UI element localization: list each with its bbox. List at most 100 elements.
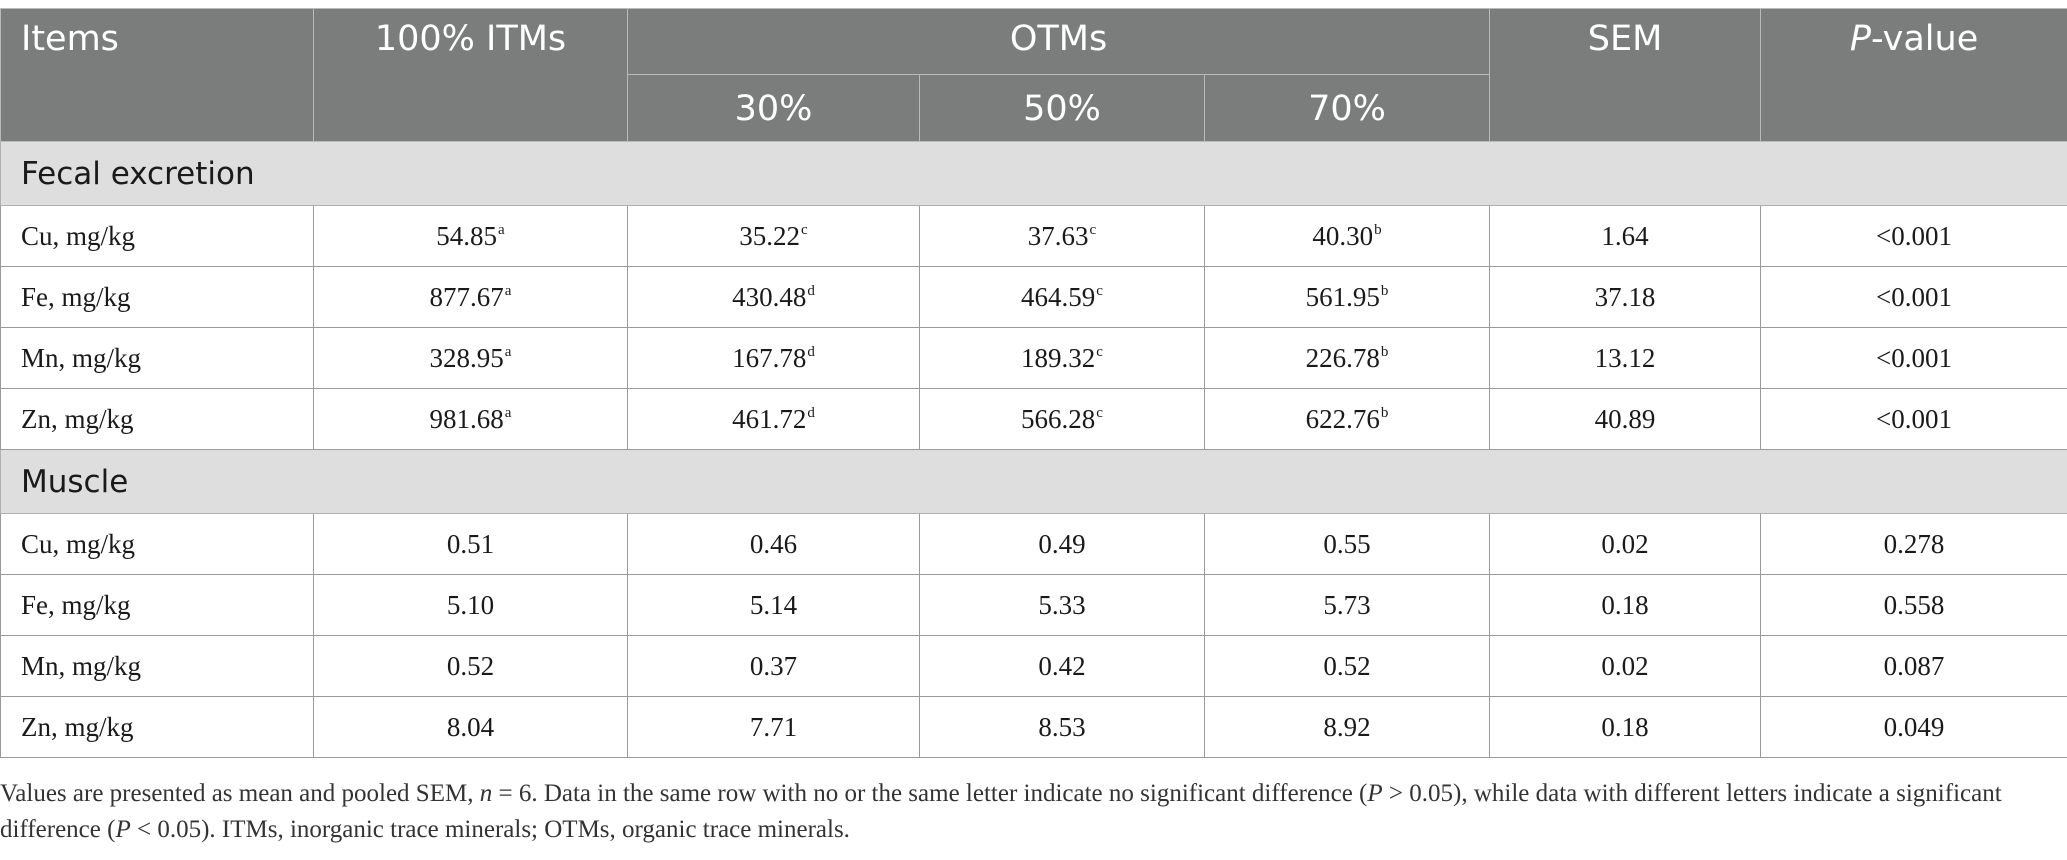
table-row: Fe, mg/kg 877.67a 430.48d 464.59c 561.95b 37.…	[0, 266, 2067, 328]
cell-superscript: a	[504, 404, 512, 421]
cell-value: 461.72	[732, 403, 807, 434]
p-value-cell: 0.558	[1760, 574, 2067, 636]
row-label: Zn, mg/kg	[0, 388, 314, 450]
sem-cell: 37.18	[1489, 266, 1762, 328]
cell-value: 0.55	[1323, 528, 1371, 559]
row-label: Zn, mg/kg	[0, 696, 314, 758]
footnote-italic: P	[115, 816, 131, 843]
value-cell: 7.71	[627, 696, 920, 758]
value-cell: 464.59c	[919, 266, 1205, 328]
cell-value: 0.51	[446, 528, 495, 559]
cell-value: 0.52	[446, 650, 495, 681]
value-cell: 877.67a	[313, 266, 628, 328]
p-value-cell: <0.001	[1760, 266, 2067, 328]
sem-cell: 0.02	[1489, 513, 1762, 575]
table-row: Zn, mg/kg 8.04 7.71 8.53 8.92 0.18 0.049	[0, 696, 2067, 758]
value-cell: 54.85a	[313, 205, 628, 267]
row-label: Fe, mg/kg	[0, 574, 314, 636]
value-cell: 37.63c	[919, 205, 1205, 267]
cell-superscript: c	[1096, 343, 1103, 360]
value-cell: 40.30b	[1203, 205, 1491, 267]
cell-value: 981.68	[429, 403, 504, 434]
section-row: Fecal excretion	[0, 141, 2067, 206]
table-footnote: Values are presented as mean and pooled …	[0, 776, 2060, 848]
value-cell: 0.46	[627, 513, 920, 575]
sem-cell: 0.18	[1489, 696, 1762, 758]
value-cell: 8.04	[313, 696, 628, 758]
header-otms-70: 70%	[1203, 74, 1491, 142]
cell-superscript: b	[1380, 404, 1389, 421]
cell-value: 167.78	[732, 342, 807, 373]
table-row: Zn, mg/kg 981.68a 461.72d 566.28c 622.76b 40.…	[0, 388, 2067, 450]
cell-value: 0.37	[749, 650, 798, 681]
cell-value: 5.73	[1323, 589, 1371, 620]
cell-value: 622.76	[1305, 403, 1380, 434]
cell-value: 0.49	[1038, 528, 1086, 559]
cell-superscript: d	[807, 343, 815, 360]
table-row: Mn, mg/kg 0.52 0.37 0.42 0.52 0.02 0.087	[0, 635, 2067, 697]
footnote-italic: n	[479, 780, 493, 807]
value-cell: 8.53	[919, 696, 1205, 758]
p-value-cell: <0.001	[1760, 388, 2067, 450]
cell-value: 8.92	[1323, 711, 1371, 742]
footnote-italic: P	[1367, 780, 1383, 807]
cell-value: 7.71	[749, 711, 798, 742]
sem-cell: 40.89	[1489, 388, 1762, 450]
value-cell: 189.32c	[919, 327, 1205, 389]
cell-value: 226.78	[1305, 342, 1380, 373]
sem-cell: 0.02	[1489, 635, 1762, 697]
footnote-text: = 6. Data in the same row with no or the…	[492, 780, 1368, 807]
cell-superscript: a	[498, 221, 505, 238]
cell-value: 37.63	[1027, 220, 1089, 251]
p-value-cell: 0.278	[1760, 513, 2067, 575]
footnote-text: Values are presented as mean and pooled …	[0, 780, 480, 807]
cell-superscript: d	[807, 282, 815, 299]
cell-value: 189.32	[1021, 342, 1096, 373]
value-cell: 5.14	[627, 574, 920, 636]
cell-value: 5.10	[446, 589, 495, 620]
value-cell: 0.55	[1203, 513, 1491, 575]
cell-superscript: b	[1380, 282, 1389, 299]
cell-superscript: d	[807, 404, 815, 421]
row-label: Mn, mg/kg	[0, 635, 314, 697]
table-row: Fe, mg/kg 5.10 5.14 5.33 5.73 0.18 0.558	[0, 574, 2067, 636]
footnote-text: > 0.05), while data with different lette…	[0, 780, 2002, 843]
cell-value: 35.22	[739, 220, 801, 251]
header-row-top: Items 100% ITMs OTMs SEM P-value	[0, 8, 2067, 142]
value-cell: 0.52	[313, 635, 628, 697]
p-value-cell: 0.087	[1760, 635, 2067, 697]
value-cell: 226.78b	[1203, 327, 1491, 389]
table-row: Cu, mg/kg 0.51 0.46 0.49 0.55 0.02 0.278	[0, 513, 2067, 575]
header-p-value: P-value	[1760, 8, 2067, 142]
value-cell: 8.92	[1203, 696, 1491, 758]
header-itms: 100% ITMs	[313, 8, 628, 142]
section-row: Muscle	[0, 449, 2067, 514]
sem-cell: 1.64	[1489, 205, 1762, 267]
cell-value: 40.30	[1312, 220, 1374, 251]
value-cell: 35.22c	[627, 205, 920, 267]
cell-value: 328.95	[429, 342, 504, 373]
cell-value: 464.59	[1021, 281, 1096, 312]
header-p-rest: -value	[1870, 19, 1979, 59]
section-title: Fecal excretion	[0, 141, 2067, 206]
header-row-sub: 30% 50% 70%	[1, 74, 2067, 142]
data-table: Items 100% ITMs OTMs SEM P-value 30% 50%…	[0, 8, 2067, 758]
cell-value: 5.14	[749, 589, 798, 620]
value-cell: 0.52	[1203, 635, 1491, 697]
table-row: Mn, mg/kg 328.95a 167.78d 189.32c 226.78b 13.…	[0, 327, 2067, 389]
value-cell: 981.68a	[313, 388, 628, 450]
value-cell: 622.76b	[1203, 388, 1491, 450]
p-value-cell: <0.001	[1760, 327, 2067, 389]
cell-value: 877.67	[429, 281, 504, 312]
value-cell: 5.33	[919, 574, 1205, 636]
cell-value: 8.04	[446, 711, 495, 742]
row-label: Mn, mg/kg	[0, 327, 314, 389]
cell-superscript: c	[801, 221, 808, 238]
header-otms-50: 50%	[919, 74, 1205, 142]
cell-value: 54.85	[436, 220, 498, 251]
cell-superscript: c	[1096, 404, 1103, 421]
row-label: Cu, mg/kg	[0, 513, 314, 575]
cell-value: 0.46	[749, 528, 798, 559]
row-label: Fe, mg/kg	[0, 266, 314, 328]
p-value-cell: <0.001	[1760, 205, 2067, 267]
